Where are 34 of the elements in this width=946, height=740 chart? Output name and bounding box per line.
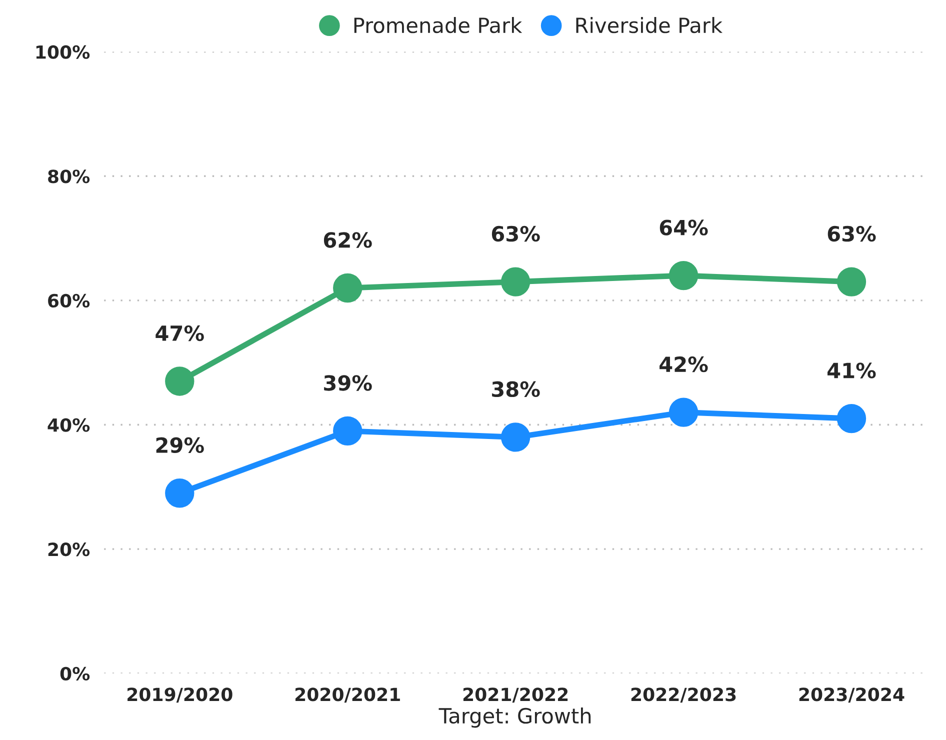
point: [500, 422, 530, 452]
data-label: 62%: [324, 232, 372, 248]
point: [333, 273, 362, 303]
point: [333, 416, 362, 446]
x-axis-title: Target: Growth: [438, 708, 591, 728]
point: [668, 398, 698, 427]
point: [836, 267, 866, 296]
x-tick-label: 2021/2022: [463, 688, 568, 703]
y-tick-label: 100%: [36, 45, 90, 59]
point: [165, 366, 194, 396]
data-label: 63%: [492, 226, 540, 242]
x-tick-label: 2019/2020: [128, 688, 232, 703]
data-label: 41%: [828, 362, 876, 378]
y-tick-label: 80%: [48, 170, 90, 184]
data-label: 38%: [492, 381, 540, 398]
data-label: 64%: [660, 220, 708, 236]
data-label: 39%: [324, 375, 372, 391]
x-tick-label: 2023/2024: [799, 688, 904, 703]
y-tick-label: 0%: [60, 666, 90, 681]
y-tick-label: 60%: [48, 294, 90, 308]
y-tick-label: 20%: [48, 542, 90, 556]
data-label: 42%: [660, 356, 708, 372]
point: [165, 478, 194, 508]
x-tick-label: 2022/2023: [631, 688, 736, 703]
data-label: 47%: [156, 325, 204, 342]
point: [836, 404, 866, 434]
legend-label: Promenade Park: [354, 17, 522, 34]
data-label: 29%: [156, 437, 204, 453]
point: [500, 267, 530, 296]
point: [668, 260, 698, 290]
data-label: 63%: [828, 226, 876, 242]
x-tick-label: 2020/2021: [295, 688, 400, 703]
legend-label: Riverside Park: [576, 17, 722, 34]
y-tick-label: 40%: [48, 418, 90, 432]
